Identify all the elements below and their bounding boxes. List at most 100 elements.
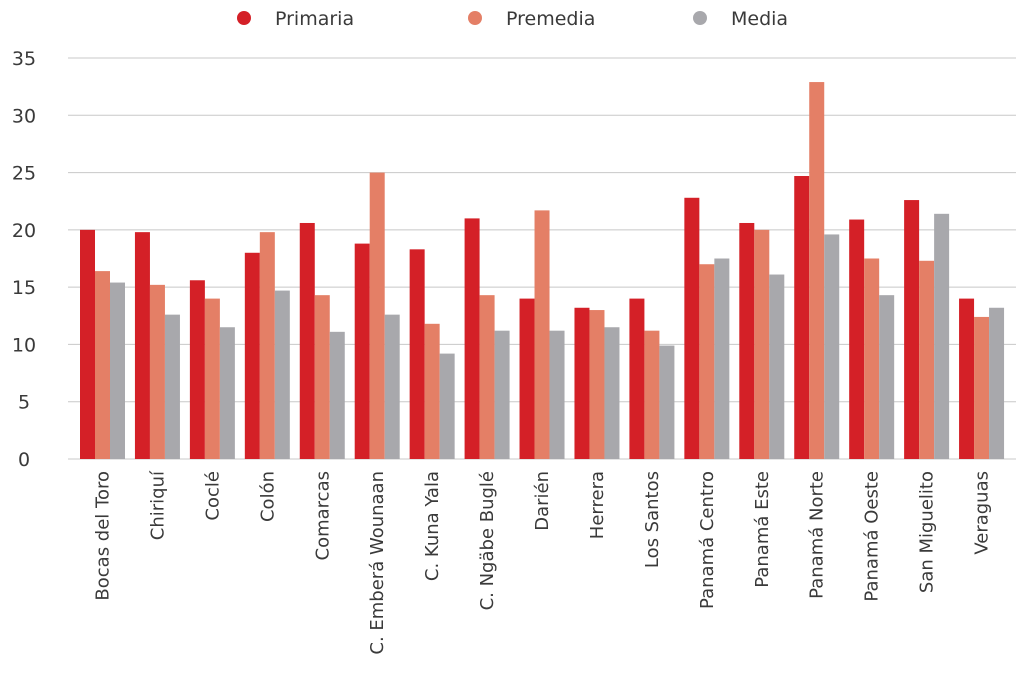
bar-primaria — [739, 222, 755, 459]
bar-primaria — [684, 197, 700, 459]
bar-group — [629, 298, 675, 459]
bar-premedia — [204, 298, 220, 459]
legend-label: Media — [731, 8, 788, 30]
bar-primaria — [354, 243, 370, 459]
bar-media — [549, 330, 565, 459]
bar-premedia — [424, 323, 440, 459]
bar-media — [714, 258, 730, 459]
x-tick-label: San Miguelito — [917, 471, 938, 593]
bar-premedia — [589, 310, 605, 459]
x-axis: Bocas del Toro Chiriquí Coclé Colón Comarcas… — [93, 470, 993, 655]
legend-item-primaria: Primaria — [237, 8, 354, 30]
legend-marker — [237, 11, 251, 25]
bar-premedia — [149, 284, 165, 459]
x-tick-label: C. Ngäbe Buglé — [477, 471, 498, 610]
bar-media — [384, 314, 400, 459]
bar-primaria — [794, 176, 810, 459]
bar-group — [409, 249, 455, 459]
x-tick-label: Colón — [257, 471, 278, 522]
x-tick-label: Panamá Centro — [697, 471, 718, 609]
y-tick-label: 30 — [12, 105, 36, 127]
bar-primaria — [519, 298, 535, 459]
y-tick-label: 10 — [12, 334, 36, 356]
x-tick-label: Bocas del Toro — [93, 471, 114, 601]
bar-group — [794, 82, 840, 459]
bar-group — [959, 298, 1005, 459]
bar-premedia — [699, 264, 715, 459]
y-tick-label: 35 — [12, 48, 36, 70]
bar-group — [354, 172, 400, 460]
x-tick-label: Veraguas — [972, 471, 993, 555]
y-tick-label: 25 — [12, 163, 36, 185]
bar-primaria — [80, 229, 95, 459]
bar-group — [299, 222, 345, 459]
bar-primaria — [189, 280, 205, 459]
bar-media — [659, 345, 675, 459]
bar-primaria — [959, 298, 975, 459]
bar-group — [849, 219, 895, 459]
bar-primaria — [244, 252, 260, 459]
bar-media — [604, 327, 620, 459]
bar-primaria — [904, 200, 920, 459]
x-tick-label: Los Santos — [642, 471, 663, 568]
bar-group — [80, 229, 125, 459]
bar-group — [134, 232, 180, 459]
bar-premedia — [259, 232, 275, 459]
bar-premedia — [95, 271, 110, 459]
legend-marker — [693, 11, 707, 25]
bar-media — [110, 282, 125, 459]
bar-premedia — [919, 260, 935, 459]
bar-group — [904, 200, 950, 459]
bar-primaria — [574, 307, 590, 459]
bar-primaria — [629, 298, 645, 459]
y-tick-label: 15 — [12, 277, 36, 299]
bar-media — [439, 353, 455, 459]
x-tick-label: Panamá Norte — [807, 471, 828, 599]
x-tick-label: Darién — [532, 471, 553, 531]
bar-group — [574, 307, 620, 459]
bar-media — [329, 331, 345, 459]
bar-media — [164, 314, 180, 459]
bar-premedia — [369, 172, 385, 460]
y-tick-label: 5 — [18, 392, 30, 414]
x-tick-label: Herrera — [587, 471, 608, 539]
bar-premedia — [974, 316, 990, 459]
x-tick-label: C. Emberá Wounaan — [367, 471, 388, 655]
bar-group — [244, 232, 290, 459]
bar-media — [879, 295, 895, 459]
x-tick-label: Panamá Oeste — [862, 471, 883, 602]
bar-primaria — [464, 218, 480, 459]
y-axis: 0 5 10 15 20 25 30 35 — [12, 48, 36, 471]
bar-media — [494, 330, 510, 459]
y-tick-label: 0 — [18, 449, 30, 471]
x-tick-label: C. Kuna Yala — [422, 471, 443, 581]
legend-item-media: Media — [693, 8, 788, 30]
bars — [80, 82, 1005, 460]
legend-label: Premedia — [506, 8, 595, 30]
bar-primaria — [409, 249, 425, 459]
bar-premedia — [754, 229, 770, 459]
bar-premedia — [644, 330, 660, 459]
bar-premedia — [314, 295, 330, 459]
legend: Primaria Premedia Media — [237, 8, 788, 30]
legend-marker — [468, 11, 482, 25]
bar-group — [519, 210, 565, 459]
bar-group — [464, 218, 510, 459]
x-tick-label: Panamá Este — [752, 471, 773, 588]
bar-primaria — [849, 219, 865, 459]
bar-media — [824, 234, 840, 459]
bar-primaria — [299, 222, 315, 459]
bar-premedia — [534, 210, 550, 459]
bar-primaria — [134, 232, 150, 459]
bar-media — [769, 274, 785, 459]
bar-group — [189, 280, 235, 459]
bar-media — [989, 307, 1005, 459]
x-tick-label: Coclé — [202, 471, 223, 521]
bar-group — [684, 197, 730, 459]
bar-premedia — [479, 295, 495, 459]
legend-item-premedia: Premedia — [468, 8, 595, 30]
bar-premedia — [864, 258, 880, 459]
legend-label: Primaria — [275, 8, 354, 30]
bar-premedia — [809, 82, 825, 459]
